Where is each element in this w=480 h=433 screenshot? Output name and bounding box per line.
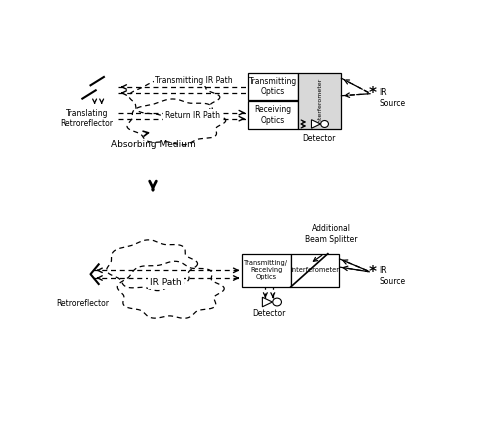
Text: Retroreflector: Retroreflector: [57, 299, 109, 308]
Text: Transmitting/
Receiving
Optics: Transmitting/ Receiving Optics: [244, 260, 288, 280]
Circle shape: [273, 298, 281, 306]
Text: IR
Source: IR Source: [379, 88, 405, 108]
Text: Detector: Detector: [302, 134, 335, 142]
Text: *: *: [369, 265, 376, 280]
Text: Transmitting IR Path: Transmitting IR Path: [155, 76, 233, 84]
Text: Transmitting
Optics: Transmitting Optics: [249, 77, 297, 96]
FancyBboxPatch shape: [242, 254, 290, 287]
Text: Translating
Retroreflector: Translating Retroreflector: [60, 109, 113, 128]
FancyBboxPatch shape: [290, 254, 339, 287]
FancyBboxPatch shape: [248, 73, 298, 100]
Text: Additional
Beam Splitter: Additional Beam Splitter: [305, 224, 358, 244]
Circle shape: [321, 120, 328, 127]
Polygon shape: [312, 120, 321, 128]
Text: Interferometer: Interferometer: [317, 78, 322, 124]
Polygon shape: [263, 297, 273, 307]
FancyBboxPatch shape: [298, 73, 341, 129]
FancyBboxPatch shape: [248, 101, 298, 129]
Text: IR Path: IR Path: [150, 278, 182, 287]
Text: Detector: Detector: [252, 309, 286, 318]
Text: Interferometer: Interferometer: [290, 267, 339, 273]
Text: Absorbing Medium: Absorbing Medium: [110, 140, 195, 149]
Text: Return IR Path: Return IR Path: [165, 111, 219, 120]
Text: *: *: [369, 86, 376, 101]
Text: IR
Source: IR Source: [379, 266, 405, 286]
Text: Receiving
Optics: Receiving Optics: [254, 105, 291, 125]
